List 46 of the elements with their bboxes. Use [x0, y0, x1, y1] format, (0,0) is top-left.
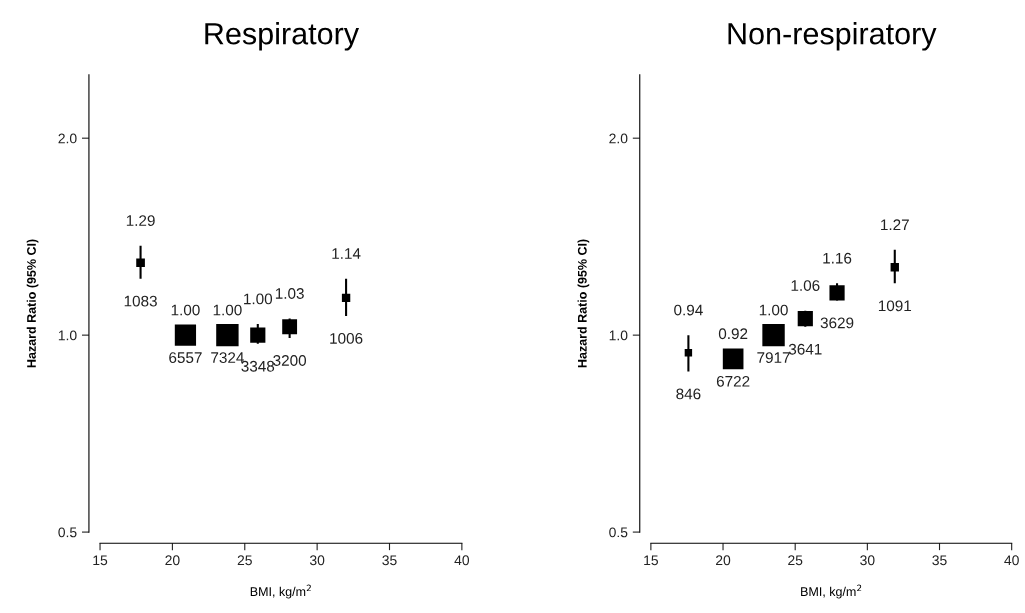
x-tick-label: 20 [716, 555, 731, 566]
data-label: 1.00 [244, 293, 273, 305]
data-label: 1.06 [791, 280, 820, 291]
annotation: 1006 [330, 332, 363, 344]
data-label: 1.00 [171, 304, 200, 316]
x-tick-label: 30 [309, 555, 325, 566]
x-tick-label: 25 [237, 555, 252, 566]
x-tick-label: 15 [93, 555, 108, 566]
annotation: 7917 [757, 352, 790, 364]
annotation: 1083 [124, 295, 157, 307]
y-tick-label: 1.0 [609, 330, 628, 341]
y-tick-label: 2.0 [609, 133, 628, 144]
x-tick-label: 35 [932, 555, 947, 566]
annotation: 6557 [169, 352, 202, 364]
y-tick-label: 2.0 [58, 133, 77, 144]
x-tick-label: 30 [860, 555, 875, 566]
x-axis-title: BMI, kg/m$^{2}$ [250, 584, 311, 599]
data-label: 1.00 [213, 304, 242, 316]
data-label: 1.27 [881, 219, 909, 231]
y-axis-title: Hazard Ratio (95% CI) [577, 239, 590, 368]
data-label: 1.14 [332, 248, 361, 259]
y-axis-title: Hazard Ratio (95% CI) [26, 239, 39, 368]
annotation: 846 [676, 388, 701, 400]
x-axis-title: BMI, kg/m$^{2}$ [801, 584, 862, 599]
y-tick-label: 0.5 [609, 527, 628, 538]
annotation: 6722 [716, 375, 750, 387]
x-tick-label: 15 [644, 555, 659, 566]
annotation: 3200 [273, 355, 307, 366]
data-label: 1.29 [126, 215, 155, 226]
annotation: 1091 [878, 300, 912, 312]
y-tick-label: 0.5 [58, 527, 77, 538]
x-tick-label: 25 [788, 555, 803, 566]
chart-title: Non-respiratory [728, 22, 937, 51]
chart-title: Respiratory [205, 22, 360, 51]
x-tick-label: 40 [454, 555, 470, 566]
annotation: 3641 [788, 343, 822, 355]
x-tick-label: 20 [165, 555, 180, 566]
annotation: 3629 [820, 317, 854, 329]
data-label: 0.94 [674, 304, 703, 316]
data-label: 1.00 [759, 304, 788, 316]
data-label: 0.92 [718, 328, 748, 340]
y-tick-label: 1.0 [58, 330, 77, 341]
x-tick-label: 40 [1004, 555, 1019, 566]
x-tick-label: 35 [382, 555, 397, 566]
data-label: 1.16 [823, 252, 852, 264]
data-label: 1.03 [275, 288, 304, 299]
